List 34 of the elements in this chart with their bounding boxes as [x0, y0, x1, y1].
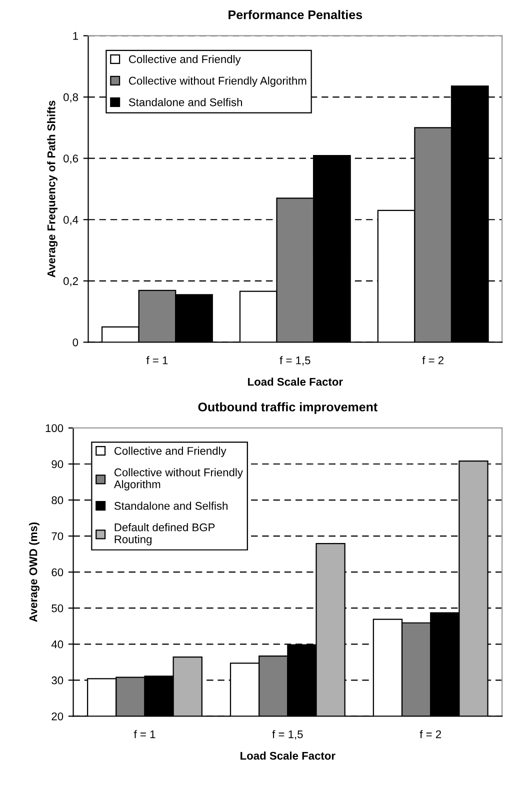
x-axis-title: Load Scale Factor	[248, 378, 343, 386]
legend-label: Collective and Friendly	[114, 446, 226, 458]
x-axis-title: Load Scale Factor	[240, 752, 336, 760]
y-tick-label: 70	[52, 532, 64, 540]
legend-label: Collective and Friendly	[128, 54, 241, 66]
x-tick-label: f = 1	[134, 730, 156, 738]
x-tick-label: f = 1,5	[280, 356, 310, 366]
y-tick-label: 100	[46, 424, 64, 432]
y-tick-label: 50	[52, 604, 64, 612]
y-tick-label: 0	[72, 338, 78, 346]
legend-label: Default defined BGP Routing	[114, 523, 215, 546]
y-tick-label: 90	[52, 460, 64, 468]
y-tick-label: 0,8	[64, 93, 78, 102]
x-tick-label: f = 2	[422, 356, 444, 364]
legend-label: Standalone and Selfish	[128, 98, 242, 106]
chart-title: Outbound traffic improvement	[198, 402, 378, 414]
x-tick-label: f = 2	[420, 730, 442, 738]
y-tick-label: 0,4	[64, 216, 78, 226]
y-tick-label: 0,2	[64, 277, 78, 286]
y-tick-label: 0,6	[64, 154, 78, 164]
legend-label: Standalone and Selfish	[114, 502, 228, 510]
chart-title: Performance Penalties	[228, 10, 362, 20]
y-tick-label: 60	[52, 568, 64, 576]
y-tick-label: 40	[51, 640, 64, 648]
legend-label: Collective without Friendly Algorithm	[114, 468, 243, 490]
y-axis-title: Average OWD (ms)	[29, 522, 40, 622]
x-tick-label: f = 1	[146, 356, 168, 364]
y-tick-label: 30	[52, 676, 64, 684]
y-tick-label: 1	[73, 32, 78, 40]
x-tick-label: f = 1,5	[272, 730, 303, 740]
y-tick-label: 20	[52, 712, 64, 720]
legend-label: Collective without Friendly Algorithm	[128, 76, 306, 87]
y-tick-label: 80	[52, 496, 64, 504]
y-axis-title: Average Frequency of Path Shifts	[47, 100, 58, 278]
